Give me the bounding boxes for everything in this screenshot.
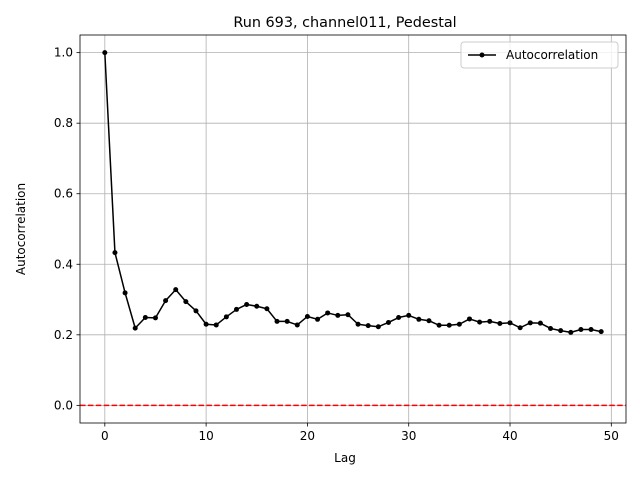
legend-box: [460, 41, 619, 69]
y-axis-label: Autocorrelation: [14, 183, 28, 275]
data-point: [315, 316, 321, 322]
data-point: [537, 320, 543, 326]
data-point: [487, 318, 493, 324]
plot-frame: [79, 34, 627, 424]
series-layer: [102, 50, 604, 335]
data-point: [355, 321, 361, 327]
data-point: [517, 325, 523, 331]
data-point: [183, 299, 189, 305]
data-point: [436, 322, 442, 328]
data-point: [456, 321, 462, 327]
data-point: [527, 320, 533, 326]
data-point: [598, 329, 604, 335]
x-tick-label: 10: [198, 429, 213, 443]
legend: Autocorrelation: [460, 41, 619, 69]
data-point: [507, 320, 513, 326]
data-point: [122, 290, 128, 296]
data-point: [244, 301, 250, 307]
data-point: [568, 329, 574, 335]
chart-title: Run 693, channel011, Pedestal: [233, 15, 456, 31]
data-point: [365, 323, 371, 329]
data-point: [497, 321, 503, 327]
data-point: [375, 324, 381, 330]
x-tick-label: 20: [300, 429, 315, 443]
x-tick-label: 0: [101, 429, 109, 443]
x-tick-label: 30: [401, 429, 416, 443]
x-axis-label: Lag: [334, 451, 356, 465]
data-point: [163, 298, 169, 304]
data-point: [223, 314, 229, 320]
y-tick-label: 0.6: [54, 187, 73, 201]
x-tick-label: 50: [604, 429, 619, 443]
data-point: [325, 310, 331, 316]
data-point: [345, 312, 351, 318]
x-tick-label: 40: [502, 429, 517, 443]
data-point: [203, 321, 209, 327]
data-point: [132, 325, 138, 331]
y-tick-label: 1.0: [54, 46, 73, 60]
data-point: [274, 318, 280, 324]
data-point: [234, 306, 240, 312]
data-point: [254, 303, 260, 309]
y-axis-ticks: 0.0 0.2 0.4 0.6 0.8 1.0: [54, 46, 80, 412]
data-point: [294, 322, 300, 328]
data-point: [385, 319, 391, 325]
data-point: [193, 308, 199, 314]
data-point: [335, 312, 341, 318]
y-tick-label: 0.4: [54, 257, 73, 271]
y-tick-label: 0.8: [54, 116, 73, 130]
data-point: [578, 327, 584, 333]
data-point: [416, 316, 422, 322]
data-point: [588, 327, 594, 333]
data-point: [426, 318, 432, 324]
data-point: [558, 328, 564, 334]
data-point: [152, 315, 158, 321]
data-point: [548, 325, 554, 331]
x-axis-ticks: 0 10 20 30 40 50: [101, 423, 619, 443]
data-point: [396, 315, 402, 321]
legend-entry-autocorrelation: Autocorrelation: [506, 48, 598, 62]
data-point: [466, 316, 472, 322]
data-point: [112, 250, 118, 256]
data-point: [173, 287, 179, 293]
data-point: [142, 315, 148, 321]
data-point: [304, 313, 310, 319]
data-point: [477, 319, 483, 325]
data-point: [213, 322, 219, 328]
data-point: [446, 322, 452, 328]
data-point: [406, 312, 412, 318]
data-point: [264, 306, 270, 312]
y-tick-label: 0.0: [54, 398, 73, 412]
legend-marker-swatch: [479, 52, 485, 58]
data-point: [102, 50, 108, 56]
y-tick-label: 0.2: [54, 328, 73, 342]
data-point: [284, 318, 290, 324]
